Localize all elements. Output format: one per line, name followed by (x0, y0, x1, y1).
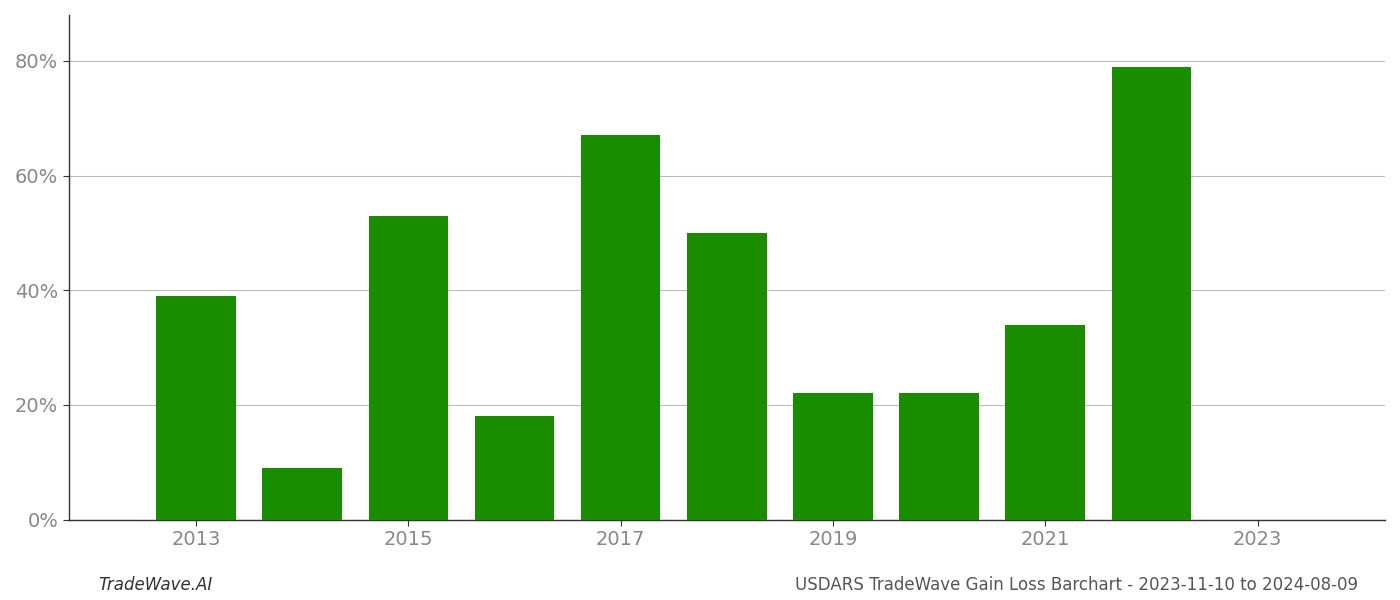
Bar (1005, 325, 1085, 520)
Bar (157, 296, 235, 520)
Text: TradeWave.AI: TradeWave.AI (98, 576, 213, 594)
Bar (1112, 67, 1191, 520)
Bar (899, 394, 979, 520)
Bar (794, 394, 872, 520)
Text: USDARS TradeWave Gain Loss Barchart - 2023-11-10 to 2024-08-09: USDARS TradeWave Gain Loss Barchart - 20… (795, 576, 1358, 594)
Bar (475, 416, 554, 520)
Bar (262, 468, 342, 520)
Bar (581, 136, 661, 520)
Bar (687, 233, 767, 520)
Bar (368, 215, 448, 520)
